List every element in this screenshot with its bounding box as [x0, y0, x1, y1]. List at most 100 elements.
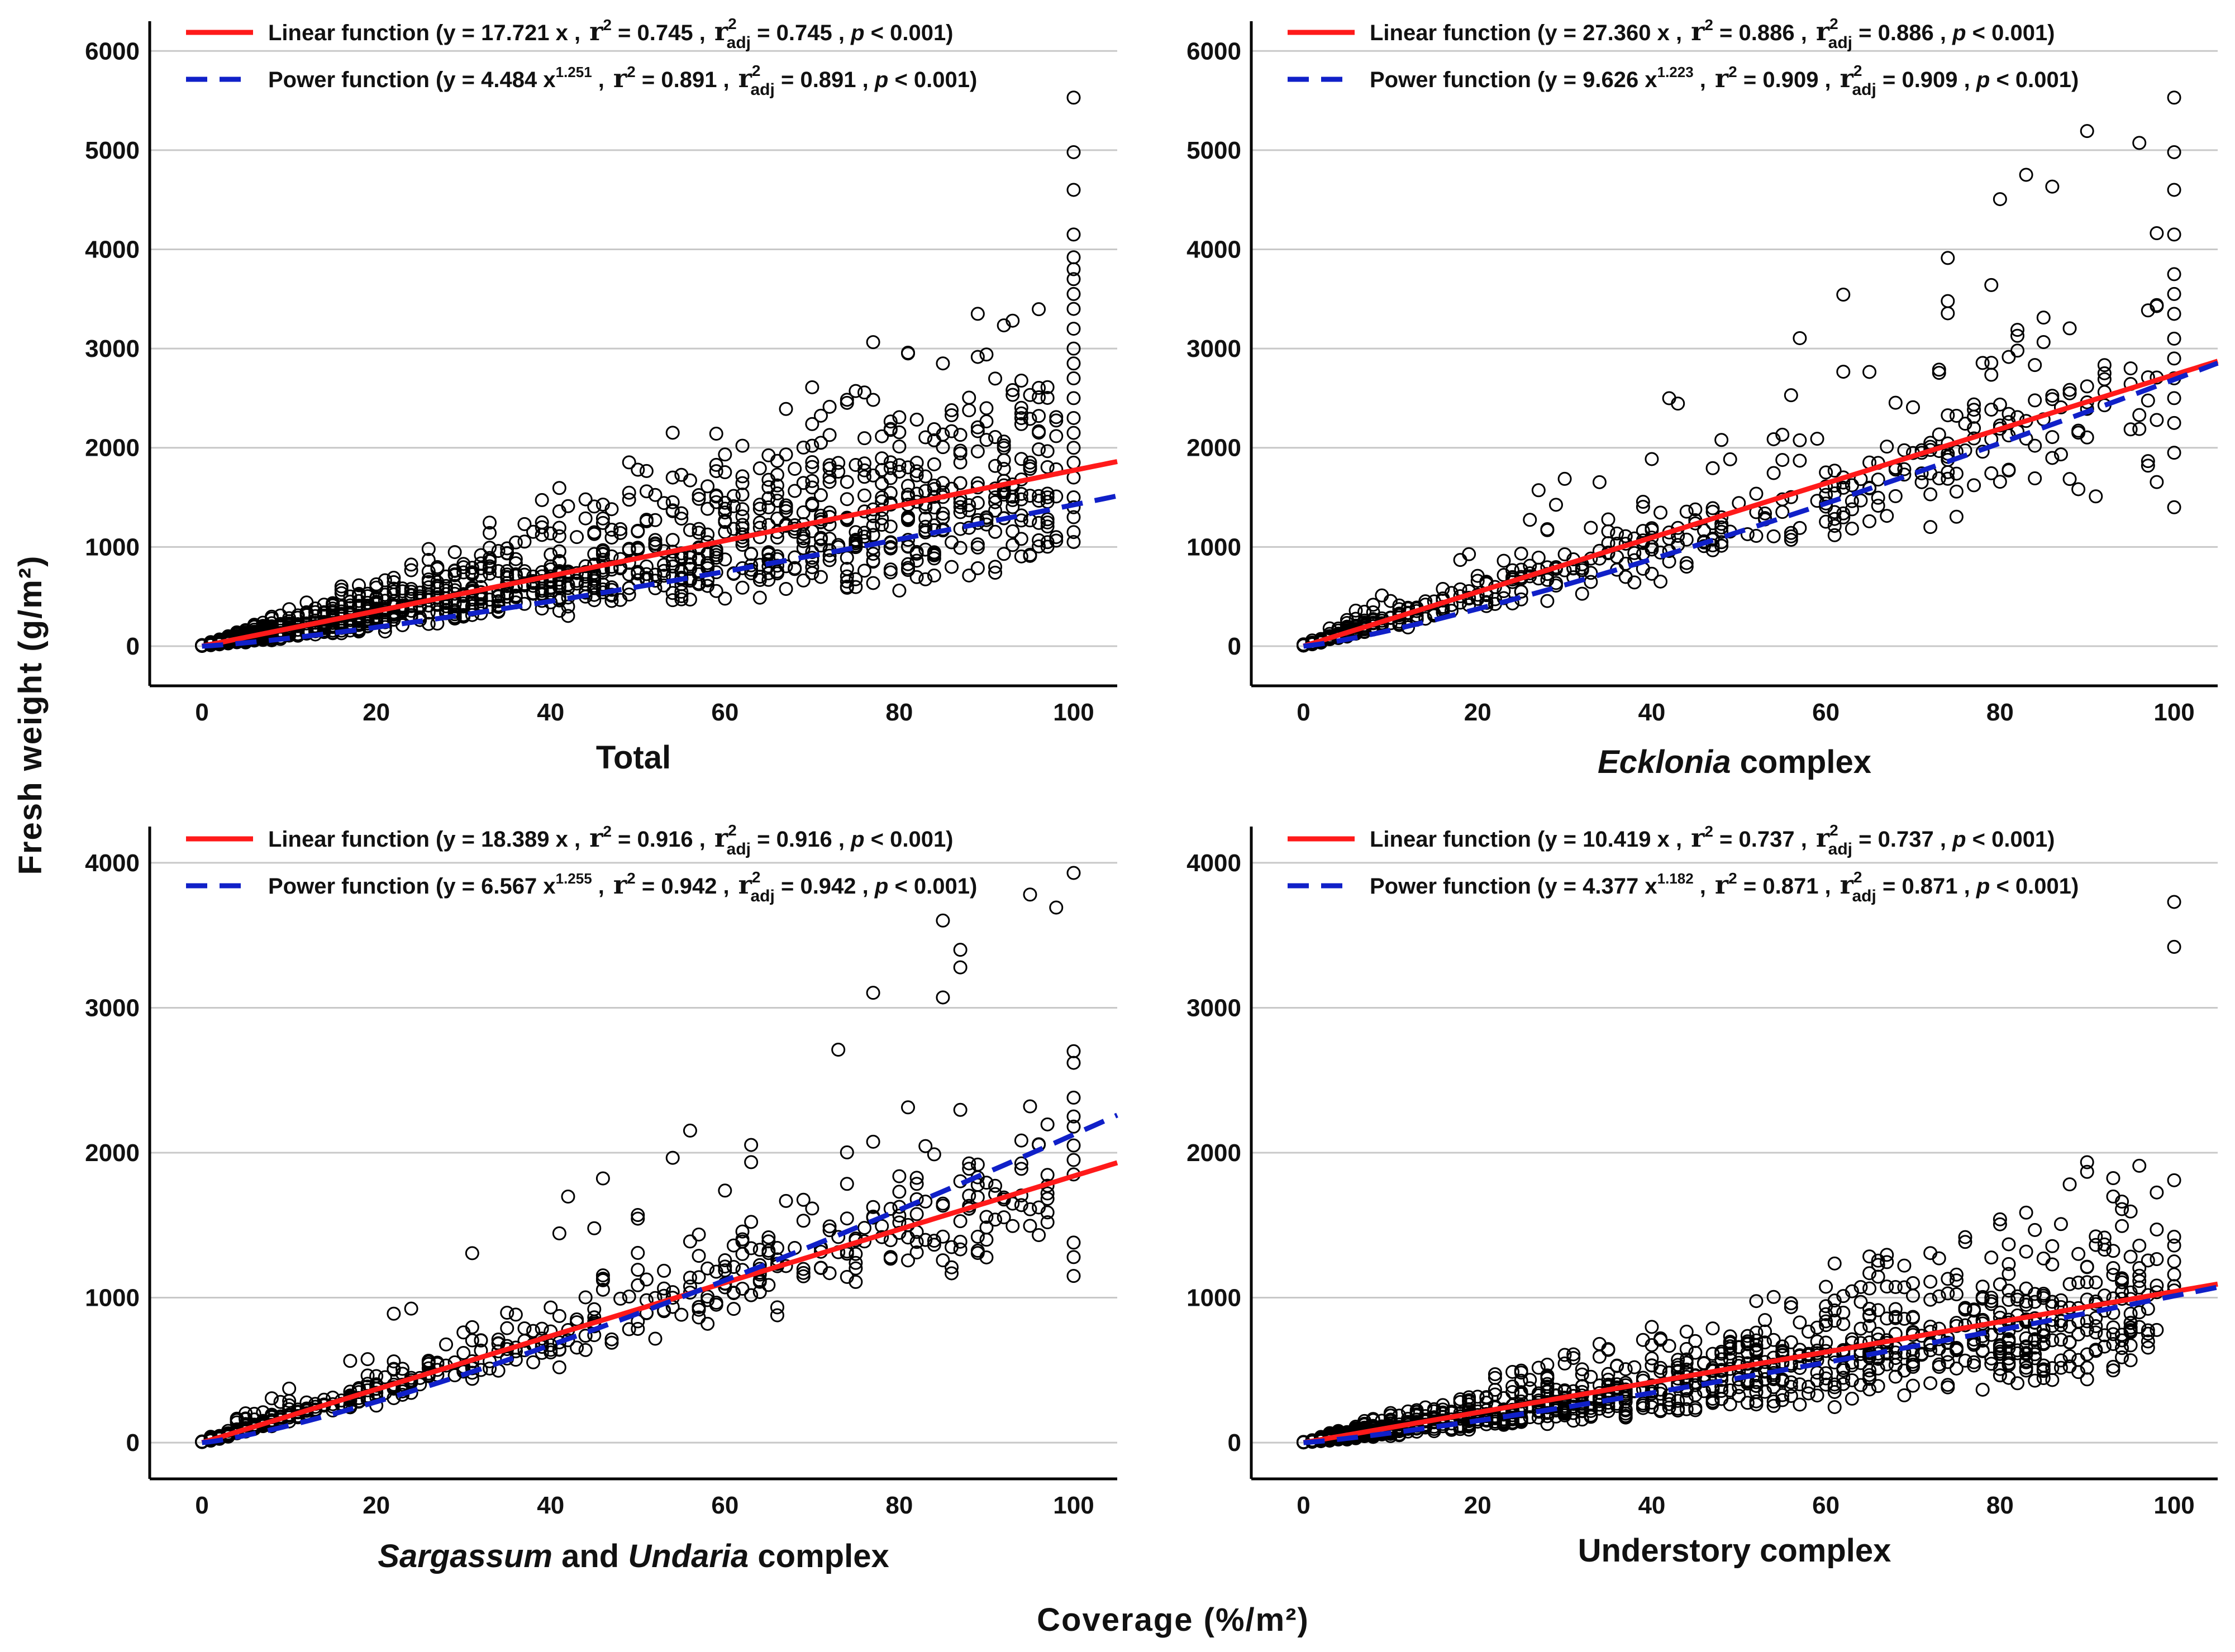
data-point — [2062, 321, 2077, 336]
data-point — [945, 403, 959, 418]
data-point — [1427, 608, 1441, 622]
data-point — [1023, 1219, 1037, 1233]
data-point — [1705, 501, 1720, 515]
data-point — [1066, 90, 1081, 105]
data-point — [970, 1229, 985, 1244]
data-point — [2115, 1341, 2129, 1355]
panel-title: Total — [596, 739, 671, 776]
data-point — [1696, 1355, 1711, 1370]
data-point — [1014, 417, 1028, 431]
data-point — [395, 1362, 410, 1376]
data-point — [979, 513, 994, 527]
data-point — [1066, 426, 1081, 440]
data-point — [1775, 453, 1790, 467]
data-point — [622, 542, 636, 556]
data-point — [1723, 1383, 1737, 1398]
data-point — [1548, 578, 1563, 593]
data-point — [927, 500, 941, 515]
data-point — [1784, 1335, 1798, 1349]
data-point — [892, 410, 907, 424]
data-point — [953, 522, 968, 536]
data-point — [1023, 459, 1037, 474]
data-point — [1766, 1290, 1781, 1304]
data-point — [2002, 462, 2016, 477]
data-point — [526, 586, 541, 600]
data-point — [892, 1185, 907, 1199]
x-tick-label: 0 — [195, 1492, 208, 1519]
chart-panel: 0 20 40 60 80 1000100020003000400050006000Tot… — [85, 15, 1127, 776]
data-point — [1862, 514, 1877, 528]
data-point — [718, 465, 732, 480]
data-point — [1383, 1406, 1398, 1420]
data-point — [1723, 452, 1737, 466]
data-point — [927, 422, 941, 437]
data-point — [970, 495, 985, 510]
data-point — [1949, 1273, 1964, 1288]
data-point — [857, 1221, 871, 1235]
data-point — [1453, 553, 1467, 567]
data-point — [1040, 519, 1055, 534]
data-point — [796, 534, 811, 548]
data-point — [979, 1233, 994, 1247]
data-point — [1679, 504, 1694, 519]
data-point — [883, 486, 898, 500]
data-point — [2062, 1349, 2077, 1363]
data-point — [936, 356, 950, 371]
data-point — [892, 1209, 907, 1223]
data-point — [1014, 532, 1028, 546]
data-point — [988, 503, 1003, 518]
data-point — [831, 1042, 846, 1057]
data-point — [639, 567, 654, 581]
x-tick-label: 20 — [1464, 1492, 1491, 1519]
data-point — [2053, 1318, 2068, 1333]
data-point — [595, 511, 610, 526]
data-point — [1993, 192, 2007, 207]
data-point — [752, 502, 767, 516]
data-point — [988, 1178, 1003, 1193]
data-point — [1845, 521, 1859, 536]
data-point — [979, 1210, 994, 1224]
data-point — [744, 1241, 759, 1255]
data-point — [735, 1232, 750, 1247]
data-point — [683, 1123, 697, 1138]
data-point — [2097, 1339, 2112, 1354]
data-point — [1653, 574, 1668, 589]
data-point — [1749, 1397, 1764, 1412]
data-point — [1032, 539, 1046, 553]
data-point — [1032, 424, 1046, 438]
data-point — [700, 479, 715, 494]
power-fit-line — [202, 491, 1127, 649]
data-point — [648, 567, 663, 582]
data-point — [901, 1253, 916, 1268]
data-point — [1705, 1396, 1720, 1410]
data-point — [857, 526, 871, 540]
data-point — [805, 460, 819, 474]
x-tick-label: 60 — [711, 1492, 738, 1519]
data-point — [1888, 1279, 1903, 1294]
data-point — [595, 547, 610, 561]
data-point — [979, 1250, 994, 1264]
data-point — [2028, 1295, 2042, 1309]
data-point — [1014, 373, 1028, 388]
data-point — [1993, 1212, 2007, 1226]
data-point — [665, 504, 680, 518]
data-point — [648, 1331, 663, 1346]
data-point — [1949, 484, 1964, 499]
data-point — [1888, 1311, 1903, 1325]
data-point — [1975, 1279, 1990, 1294]
data-point — [1758, 506, 1772, 521]
data-point — [1766, 1398, 1781, 1413]
data-point — [1548, 1382, 1563, 1397]
data-point — [1819, 1299, 1833, 1314]
data-point — [631, 566, 645, 581]
data-point — [718, 552, 732, 567]
data-point — [1862, 1301, 1877, 1316]
data-point — [1514, 546, 1528, 561]
data-point — [1871, 1269, 1885, 1284]
data-point — [378, 1370, 392, 1384]
data-point — [866, 547, 880, 561]
data-point — [1740, 527, 1755, 541]
data-point — [1040, 1186, 1055, 1201]
data-point — [927, 482, 941, 496]
data-point — [1853, 1321, 1868, 1336]
